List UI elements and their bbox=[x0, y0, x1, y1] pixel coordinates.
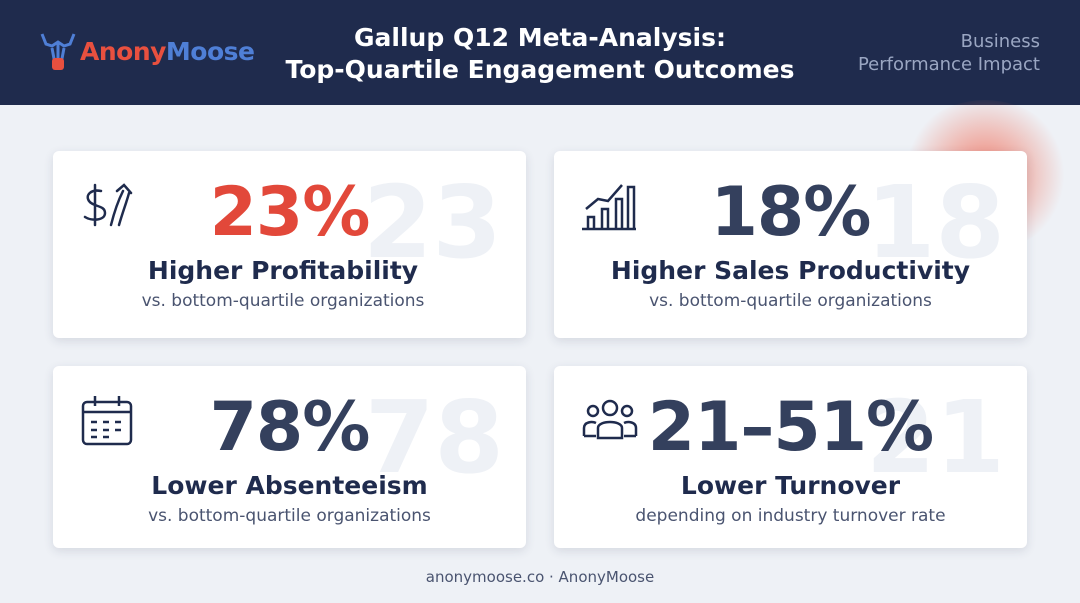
icon bbox=[83, 183, 133, 227]
brand-second: Moose bbox=[165, 37, 255, 66]
card: 78 78% Lower Absenteeism vs. bottom-quar… bbox=[53, 366, 526, 548]
label: Lower Turnover bbox=[680, 471, 901, 500]
label: Higher Profitability bbox=[147, 256, 419, 285]
footer: anonymoose.co · AnonyMoose bbox=[425, 568, 655, 586]
watermark: 18 bbox=[865, 164, 1005, 281]
watermark: 78 bbox=[364, 379, 504, 496]
tag: Business Performance Impact bbox=[858, 30, 1040, 76]
icon bbox=[582, 399, 638, 440]
title-line: Top-Quartile Engagement Outcomes bbox=[285, 55, 795, 84]
label: Higher Sales Productivity bbox=[610, 256, 971, 285]
watermark: 23 bbox=[362, 164, 502, 281]
card: 18 18% Higher Sales Productivity vs. bot… bbox=[554, 151, 1027, 338]
stat: 18% bbox=[710, 173, 872, 252]
tag-line: Performance Impact bbox=[857, 54, 1040, 75]
brand-first: Anony bbox=[80, 37, 166, 66]
icon bbox=[582, 184, 636, 231]
stat: 23% bbox=[209, 173, 371, 252]
label: Lower Absenteeism bbox=[151, 471, 428, 500]
card: 21 21–51% Lower Turnover depending on in… bbox=[554, 366, 1027, 548]
sub: vs. bottom-quartile organizations bbox=[649, 291, 932, 311]
card: 23 23% Higher Profitability vs. bottom-q… bbox=[53, 151, 526, 338]
stat: 21–51% bbox=[647, 388, 934, 467]
sub: depending on industry turnover rate bbox=[635, 506, 946, 526]
logo-icon bbox=[40, 33, 76, 70]
stat: 78% bbox=[209, 388, 371, 467]
header: AnonyMoose Gallup Q12 Meta-Analysis: Top… bbox=[0, 0, 1080, 105]
sub: vs. bottom-quartile organizations bbox=[148, 506, 431, 526]
tag-line: Business bbox=[960, 31, 1040, 52]
title: Gallup Q12 Meta-Analysis: Top-Quartile E… bbox=[240, 22, 840, 86]
sub: vs. bottom-quartile organizations bbox=[141, 291, 425, 311]
watermark: 21 bbox=[865, 379, 1005, 496]
brand: AnonyMoose bbox=[80, 37, 255, 66]
title-line: Gallup Q12 Meta-Analysis: bbox=[354, 23, 726, 52]
icon bbox=[81, 396, 133, 446]
